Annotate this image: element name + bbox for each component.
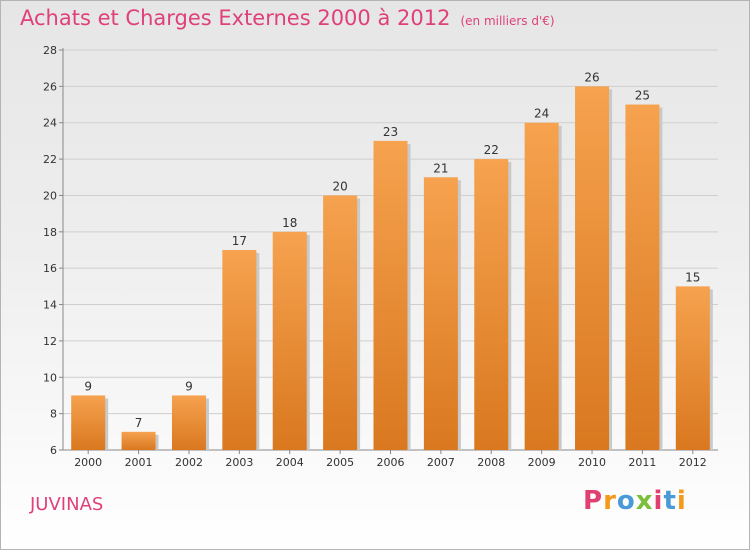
bar-2010 bbox=[575, 86, 610, 450]
bar-2009 bbox=[524, 122, 559, 451]
bar-value-label: 25 bbox=[635, 89, 650, 103]
bar-2001 bbox=[121, 431, 156, 450]
y-tick-label: 14 bbox=[43, 299, 57, 312]
y-tick-label: 10 bbox=[43, 371, 57, 384]
bar-value-label: 15 bbox=[685, 270, 700, 284]
x-tick-label: 2006 bbox=[377, 456, 405, 469]
bar-2006 bbox=[373, 140, 408, 450]
y-tick-label: 20 bbox=[43, 189, 57, 202]
chart-title: Achats et Charges Externes 2000 à 2012 (e… bbox=[20, 6, 555, 30]
bar-2003 bbox=[222, 250, 257, 450]
bar-2011 bbox=[625, 104, 660, 450]
bar-2004 bbox=[272, 231, 307, 450]
y-tick-label: 28 bbox=[43, 44, 57, 57]
x-tick-label: 2010 bbox=[578, 456, 606, 469]
logo-letter: t bbox=[663, 486, 677, 516]
logo-letter: x bbox=[635, 486, 654, 516]
bar-value-label: 7 bbox=[135, 416, 143, 430]
bar-value-label: 18 bbox=[282, 216, 297, 230]
bar-2012 bbox=[675, 286, 710, 450]
bar-value-label: 23 bbox=[383, 125, 398, 139]
chart-title-text: Achats et Charges Externes 2000 à 2012 bbox=[20, 6, 451, 30]
bar-2002 bbox=[171, 395, 206, 450]
logo-letter: i bbox=[676, 486, 687, 516]
x-tick-label: 2008 bbox=[477, 456, 505, 469]
bar-2007 bbox=[423, 177, 458, 451]
bar-value-label: 22 bbox=[484, 143, 499, 157]
x-tick-label: 2005 bbox=[326, 456, 354, 469]
y-tick-label: 26 bbox=[43, 80, 57, 93]
x-tick-label: 2011 bbox=[628, 456, 656, 469]
y-tick-label: 6 bbox=[50, 444, 57, 457]
x-tick-label: 2007 bbox=[427, 456, 455, 469]
x-axis-labels: 2000 2001 2002 2003 2004 2005 2006 2007 2008 2009… bbox=[74, 450, 707, 469]
bars: 9 7 9 17 18 20 23 21 22 24 26 25 15 bbox=[71, 70, 713, 451]
x-tick-label: 2009 bbox=[528, 456, 556, 469]
bar-value-label: 21 bbox=[433, 161, 448, 175]
y-tick-label: 22 bbox=[43, 153, 57, 166]
y-tick-label: 18 bbox=[43, 226, 57, 239]
y-tick-label: 8 bbox=[50, 408, 57, 421]
x-tick-label: 2001 bbox=[125, 456, 153, 469]
chart-unit: (en milliers d'€) bbox=[460, 14, 555, 28]
bar-value-label: 9 bbox=[185, 379, 193, 393]
x-tick-label: 2000 bbox=[74, 456, 102, 469]
x-tick-label: 2003 bbox=[225, 456, 253, 469]
bar-value-label: 17 bbox=[232, 234, 247, 248]
logo-letter: o bbox=[616, 486, 636, 516]
town-name: JUVINAS bbox=[30, 494, 104, 515]
logo-letter: P bbox=[583, 486, 604, 516]
bar-value-label: 9 bbox=[84, 379, 92, 393]
bar-value-label: 24 bbox=[534, 107, 549, 121]
x-tick-label: 2012 bbox=[679, 456, 707, 469]
proxiti-logo[interactable]: Proxiti bbox=[583, 486, 687, 516]
y-tick-label: 12 bbox=[43, 335, 57, 348]
y-tick-label: 16 bbox=[43, 262, 57, 275]
bar-2005 bbox=[323, 195, 358, 450]
bar-value-label: 20 bbox=[332, 179, 347, 193]
y-tick-label: 24 bbox=[43, 117, 57, 130]
bar-value-label: 26 bbox=[584, 70, 599, 84]
bar-2000 bbox=[71, 395, 106, 450]
x-tick-label: 2004 bbox=[276, 456, 304, 469]
logo-letter: i bbox=[653, 486, 664, 516]
logo-letter: r bbox=[603, 486, 617, 516]
x-tick-label: 2002 bbox=[175, 456, 203, 469]
bar-2008 bbox=[474, 159, 509, 450]
